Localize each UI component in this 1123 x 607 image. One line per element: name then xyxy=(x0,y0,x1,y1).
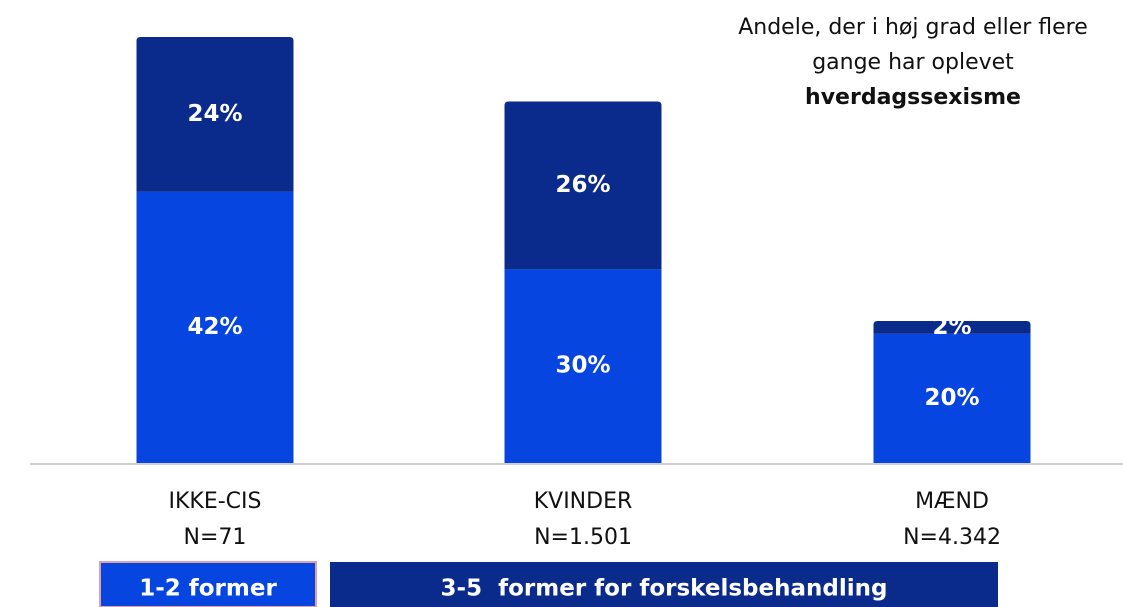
chart-title-emphasis: hverdagssexisme xyxy=(805,85,1021,110)
sample-size: N=1.501 xyxy=(534,525,632,550)
legend-label: 3-5 former for forskelsbehandling xyxy=(441,576,888,602)
chart-title: gange har oplevet xyxy=(812,50,1014,75)
value-label: 42% xyxy=(187,314,242,340)
legend-swatch xyxy=(330,562,998,607)
sample-size: N=4.342 xyxy=(903,525,1001,550)
legend-label: 1-2 former xyxy=(139,576,277,602)
value-label: 2% xyxy=(932,314,971,340)
value-label: 20% xyxy=(924,385,979,411)
x-tick-label: KVINDER xyxy=(534,489,633,514)
bar-segment xyxy=(136,191,294,463)
bar-segment xyxy=(504,269,662,463)
sample-size: N=71 xyxy=(184,525,247,550)
chart-title: Andele, der i høj grad eller flere xyxy=(738,15,1088,40)
x-tick-label: IKKE-CIS xyxy=(169,489,262,514)
x-tick-label: MÆND xyxy=(915,489,989,514)
bar-segment xyxy=(136,37,294,192)
legend-swatch xyxy=(99,561,317,607)
bar-segment xyxy=(504,101,662,270)
value-label: 26% xyxy=(555,172,610,198)
value-label: 30% xyxy=(555,353,610,379)
value-label: 24% xyxy=(187,101,242,127)
bar-segment xyxy=(873,333,1031,463)
bar-segment xyxy=(873,321,1031,334)
